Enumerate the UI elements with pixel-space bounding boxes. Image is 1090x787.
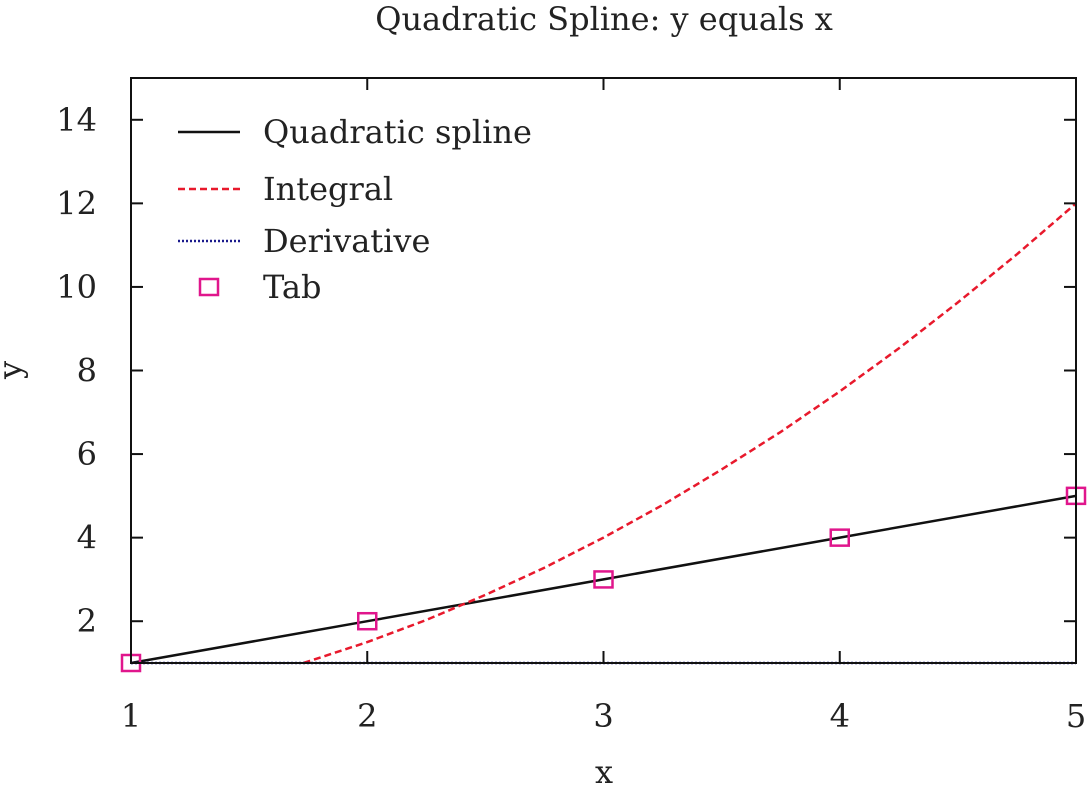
x-tick-label: 1: [121, 697, 141, 735]
legend-swatch-tab: [198, 277, 220, 297]
y-tick-label: 14: [56, 101, 97, 139]
y-axis: 2 4 6 8 10 12 14: [56, 101, 1076, 640]
y-tick-label: 12: [56, 184, 97, 222]
legend-label-derivative: Derivative: [263, 222, 430, 260]
y-tick-label: 8: [77, 352, 97, 390]
series-line-integral: [303, 202, 1077, 665]
legend-label-integral: Integral: [263, 170, 393, 208]
y-tick-label: 10: [56, 268, 97, 306]
x-axis: 1 2 3 4 5: [121, 78, 1086, 735]
series-marker-tab: [357, 611, 378, 631]
y-axis-label: y: [0, 361, 29, 380]
legend-label-tab: Tab: [263, 268, 321, 306]
legend-label-quadratic-spline: Quadratic spline: [263, 113, 532, 151]
x-tick-label: 5: [1066, 697, 1086, 735]
series-marker-tab: [593, 570, 614, 589]
x-axis-label: x: [595, 753, 613, 787]
series-marker-tab: [829, 528, 850, 547]
x-tick-label: 3: [593, 697, 613, 735]
chart-title: Quadratic Spline: y equals x: [375, 0, 833, 38]
x-tick-label: 4: [830, 697, 850, 735]
x-tick-label: 2: [357, 697, 377, 735]
plot-frame: [130, 77, 1077, 664]
y-tick-label: 2: [77, 602, 97, 640]
y-tick-label: 6: [77, 435, 97, 473]
series-line-quadratic-spline: [130, 494, 1077, 665]
y-tick-label: 4: [77, 519, 97, 557]
legend: Quadratic spline Integral Derivative Tab: [178, 113, 532, 306]
